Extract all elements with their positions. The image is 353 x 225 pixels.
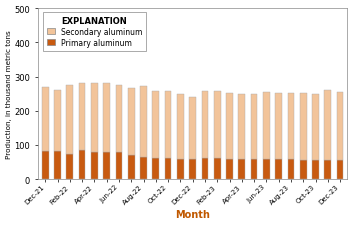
Bar — [337, 160, 343, 179]
Bar — [300, 160, 307, 179]
Bar — [324, 160, 331, 179]
Bar — [288, 94, 294, 160]
Bar — [91, 84, 98, 152]
Bar — [275, 160, 282, 179]
Bar — [324, 90, 331, 160]
Bar — [202, 92, 208, 158]
Bar — [66, 154, 73, 179]
Bar — [337, 92, 343, 160]
Bar — [152, 91, 159, 158]
Bar — [165, 92, 172, 158]
Bar — [202, 158, 208, 179]
Bar — [238, 160, 245, 179]
Bar — [165, 158, 172, 179]
Bar — [42, 87, 49, 151]
Bar — [152, 158, 159, 179]
Bar — [226, 160, 233, 179]
Bar — [214, 92, 221, 158]
Bar — [54, 91, 61, 151]
Bar — [251, 94, 257, 160]
Bar — [140, 87, 147, 158]
Bar — [177, 94, 184, 159]
Bar — [312, 160, 319, 179]
Bar — [54, 151, 61, 179]
Bar — [115, 85, 122, 152]
Bar — [251, 160, 257, 179]
Bar — [79, 151, 85, 179]
Bar — [226, 93, 233, 160]
Bar — [312, 94, 319, 160]
Bar — [128, 89, 134, 155]
Bar — [66, 85, 73, 154]
Bar — [214, 158, 221, 179]
Bar — [189, 160, 196, 179]
Bar — [263, 160, 270, 179]
Bar — [42, 151, 49, 179]
Bar — [128, 155, 134, 179]
Bar — [263, 92, 270, 160]
Bar — [275, 93, 282, 160]
Y-axis label: Production, in thousand metric tons: Production, in thousand metric tons — [6, 30, 12, 158]
Bar — [91, 152, 98, 179]
Bar — [140, 158, 147, 179]
Bar — [103, 84, 110, 152]
Bar — [103, 152, 110, 179]
Bar — [79, 84, 85, 151]
Bar — [288, 160, 294, 179]
Bar — [238, 94, 245, 160]
Bar — [115, 152, 122, 179]
Bar — [300, 93, 307, 160]
Legend: Secondary aluminum, Primary aluminum: Secondary aluminum, Primary aluminum — [43, 13, 146, 51]
Bar — [177, 159, 184, 179]
X-axis label: Month: Month — [175, 209, 210, 219]
Bar — [189, 98, 196, 160]
